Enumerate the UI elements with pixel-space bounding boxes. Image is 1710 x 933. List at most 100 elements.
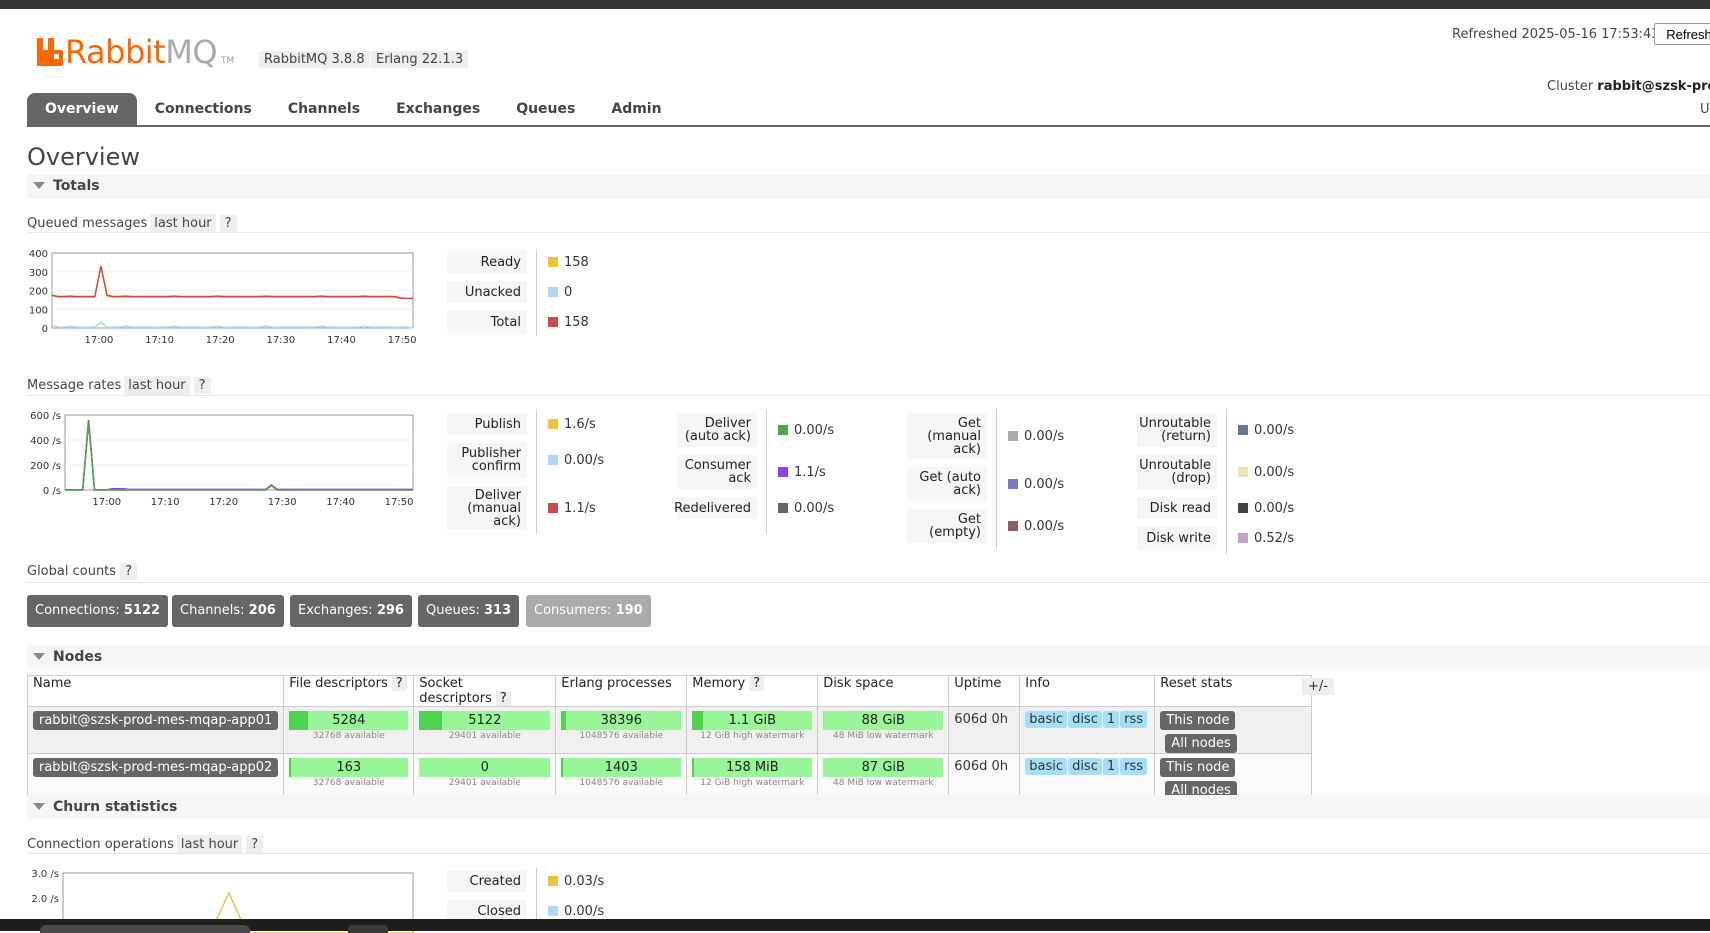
- legend-label-unroutable-drop[interactable]: Unroutable (drop): [1137, 455, 1217, 489]
- col-file-descriptors[interactable]: File descriptors?: [283, 675, 415, 707]
- legend-label-deliver-auto-ack[interactable]: Deliver (auto ack): [677, 413, 757, 447]
- this-node-reset-button[interactable]: This node: [1160, 711, 1236, 730]
- legend-swatch: [778, 467, 788, 477]
- available-label: 32768 available: [312, 778, 385, 788]
- rabbitmq-version: RabbitMQ 3.8.8: [259, 51, 370, 68]
- legend-label-publisher-confirm[interactable]: Publisher confirm: [447, 443, 527, 477]
- divider: [27, 853, 1710, 854]
- y-tick-label: 300: [29, 268, 48, 279]
- fd-help-icon[interactable]: ?: [391, 676, 407, 691]
- queues-count-button[interactable]: Queues: 313: [418, 595, 520, 627]
- legend-label-ready[interactable]: Ready: [447, 251, 527, 273]
- tab-overview[interactable]: Overview: [27, 93, 137, 125]
- sd-help-icon[interactable]: ?: [495, 691, 511, 706]
- legend-label-total[interactable]: Total: [447, 311, 527, 333]
- memory-bar: 1.1 GiB: [692, 711, 813, 730]
- available-label: 29401 available: [448, 731, 521, 741]
- legend-separator: [766, 409, 767, 534]
- x-tick-label: 17:10: [145, 335, 174, 346]
- legend-label-unacked[interactable]: Unacked: [447, 281, 527, 303]
- nodes-section-header[interactable]: Nodes: [27, 645, 1710, 669]
- legend-swatch: [548, 876, 558, 886]
- erlang-processes-bar: 38396: [561, 711, 682, 730]
- y-tick-label: 2.0 /s: [31, 894, 59, 905]
- legend-label-closed[interactable]: Closed: [447, 900, 527, 922]
- taskbar-item[interactable]: [348, 925, 388, 933]
- channels-count-button[interactable]: Channels: 206: [172, 595, 284, 627]
- available-label: 29401 available: [448, 778, 521, 788]
- bar-fill: [289, 758, 292, 777]
- tab-channels[interactable]: Channels: [287, 101, 361, 117]
- rates-help-icon[interactable]: ?: [193, 377, 211, 394]
- legend-label-redelivered[interactable]: Redelivered: [674, 497, 757, 519]
- nodes-table-header: Name File descriptors? Socket descriptor…: [26, 675, 1313, 707]
- queued-help-icon[interactable]: ?: [219, 215, 237, 232]
- legend-swatch: [1008, 521, 1018, 531]
- this-node-reset-button[interactable]: This node: [1160, 758, 1236, 777]
- col-erlang-processes[interactable]: Erlang processes: [555, 675, 688, 707]
- rabbitmq-logo[interactable]: RabbitMQ TM: [37, 34, 234, 70]
- queued-messages-chart: 400 300 200 100 0 17:00 17:10 17:20 17:30 17:40 17…: [20, 248, 420, 348]
- divider: [27, 232, 1710, 233]
- toggle-columns-button[interactable]: +/-: [1302, 678, 1334, 695]
- info-tag-1: 1: [1102, 711, 1120, 728]
- available-label: 1048576 available: [579, 778, 664, 788]
- global-counts-help-icon[interactable]: ?: [120, 563, 137, 580]
- legend-swatch: [548, 906, 558, 916]
- collapse-icon: [33, 182, 45, 189]
- memory-help-icon[interactable]: ?: [749, 676, 765, 691]
- node-name-link[interactable]: rabbit@szsk-prod-mes-mqap-app01: [33, 711, 279, 730]
- col-socket-descriptors[interactable]: Socket descriptors?: [413, 675, 557, 707]
- tab-connections[interactable]: Connections: [154, 101, 252, 117]
- taskbar-item[interactable]: [40, 925, 250, 933]
- tab-admin[interactable]: Admin: [611, 101, 662, 117]
- legend-label-disk-read[interactable]: Disk read: [1137, 497, 1217, 519]
- legend-swatch: [1238, 503, 1248, 513]
- connection-operations-title: Connection operations last hour?: [27, 835, 264, 854]
- exchanges-count-button[interactable]: Exchanges: 296: [290, 595, 412, 627]
- totals-section-header[interactable]: Totals: [27, 174, 1710, 198]
- refresh-button[interactable]: Refresh: [1654, 23, 1710, 45]
- queued-range-selector[interactable]: last hour: [150, 214, 216, 233]
- legend-label-created[interactable]: Created: [447, 870, 527, 892]
- col-memory[interactable]: Memory?: [686, 675, 819, 707]
- legend-label-publish[interactable]: Publish: [447, 413, 527, 435]
- legend-label-get-auto-ack[interactable]: Get (auto ack): [907, 467, 987, 501]
- col-uptime[interactable]: Uptime: [948, 675, 1021, 707]
- node-name-link[interactable]: rabbit@szsk-prod-mes-mqap-app02: [33, 758, 279, 777]
- y-tick-label: 100: [29, 305, 48, 316]
- info-cell: basic disc 1 rss: [1019, 706, 1156, 754]
- tab-queues[interactable]: Queues: [516, 101, 576, 117]
- global-counts-title: Global counts?: [27, 563, 137, 580]
- legend-swatch: [1008, 479, 1018, 489]
- conn-ops-help-icon[interactable]: ?: [246, 836, 264, 853]
- col-info[interactable]: Info: [1019, 675, 1156, 707]
- y-tick-label: 200 /s: [30, 461, 61, 472]
- legend-value-publish: 1.6/s: [548, 413, 596, 435]
- legend-label-get-manual-ack[interactable]: Get (manual ack): [907, 413, 987, 459]
- series-line-created: [63, 891, 413, 933]
- all-nodes-reset-button[interactable]: All nodes: [1165, 734, 1237, 753]
- connections-count-button[interactable]: Connections: 5122: [27, 595, 169, 627]
- legend-label-deliver-manual-ack[interactable]: Deliver (manual ack): [447, 486, 527, 530]
- brand-name: RabbitMQ: [65, 33, 217, 71]
- rates-range-selector[interactable]: last hour: [124, 376, 190, 395]
- legend-value-unroutable-drop: 0.00/s: [1238, 455, 1294, 489]
- legend-label-unroutable-return[interactable]: Unroutable (return): [1137, 413, 1217, 447]
- legend-value-redelivered: 0.00/s: [778, 497, 834, 519]
- bar-fill: [692, 758, 695, 777]
- col-reset-stats[interactable]: Reset stats: [1154, 675, 1313, 707]
- cluster-name[interactable]: rabbit@szsk-prod: [1597, 79, 1710, 94]
- legend-swatch: [778, 503, 788, 513]
- col-name[interactable]: Name: [26, 675, 285, 707]
- tab-exchanges[interactable]: Exchanges: [396, 101, 481, 117]
- legend-label-disk-write[interactable]: Disk write: [1137, 527, 1217, 549]
- legend-value-unacked: 0: [548, 281, 572, 303]
- conn-ops-range-selector[interactable]: last hour: [176, 835, 243, 854]
- col-disk-space[interactable]: Disk space: [817, 675, 950, 707]
- consumers-count-button[interactable]: Consumers: 190: [526, 595, 651, 627]
- churn-section-header[interactable]: Churn statistics: [27, 795, 1710, 819]
- legend-label-consumer-ack[interactable]: Consumer ack: [677, 455, 757, 489]
- page-title: Overview: [27, 143, 140, 171]
- legend-label-get-empty[interactable]: Get (empty): [907, 509, 987, 543]
